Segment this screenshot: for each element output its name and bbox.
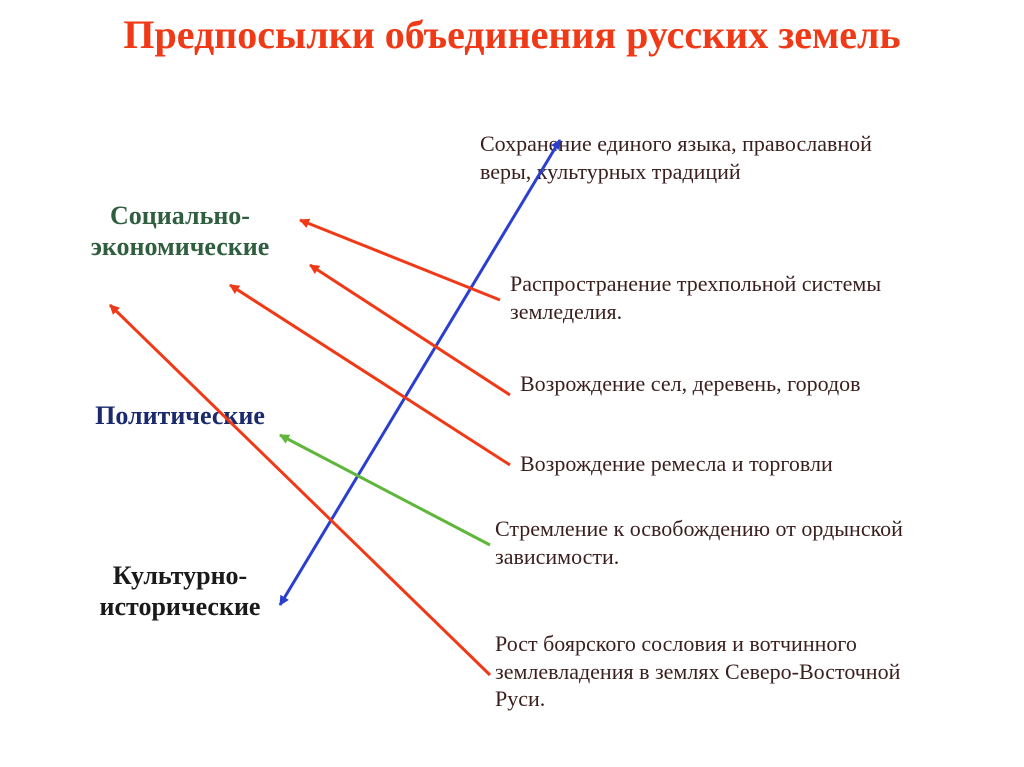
- description-d5: Стремление к освобождению от ордынской з…: [495, 515, 915, 570]
- category-cult: Культурно-исторические: [50, 560, 310, 622]
- category-polit: Политические: [50, 400, 310, 431]
- arrow-a-d2: [300, 220, 500, 300]
- description-d3: Возрождение сел, деревень, городов: [520, 370, 920, 398]
- description-d2: Распространение трехпольной системы земл…: [510, 270, 930, 325]
- description-d4: Возрождение ремесла и торговли: [520, 450, 940, 478]
- category-socio: Социально-экономические: [50, 200, 310, 262]
- slide-title: Предпосылки объединения русских земель: [0, 12, 1024, 58]
- description-d6: Рост боярского сословия и вотчинного зем…: [495, 630, 945, 713]
- description-d1: Сохранение единого языка, православной в…: [480, 130, 920, 185]
- arrow-a-d3: [310, 265, 510, 395]
- arrow-a-d4: [230, 285, 510, 465]
- arrow-a-d5: [280, 435, 490, 545]
